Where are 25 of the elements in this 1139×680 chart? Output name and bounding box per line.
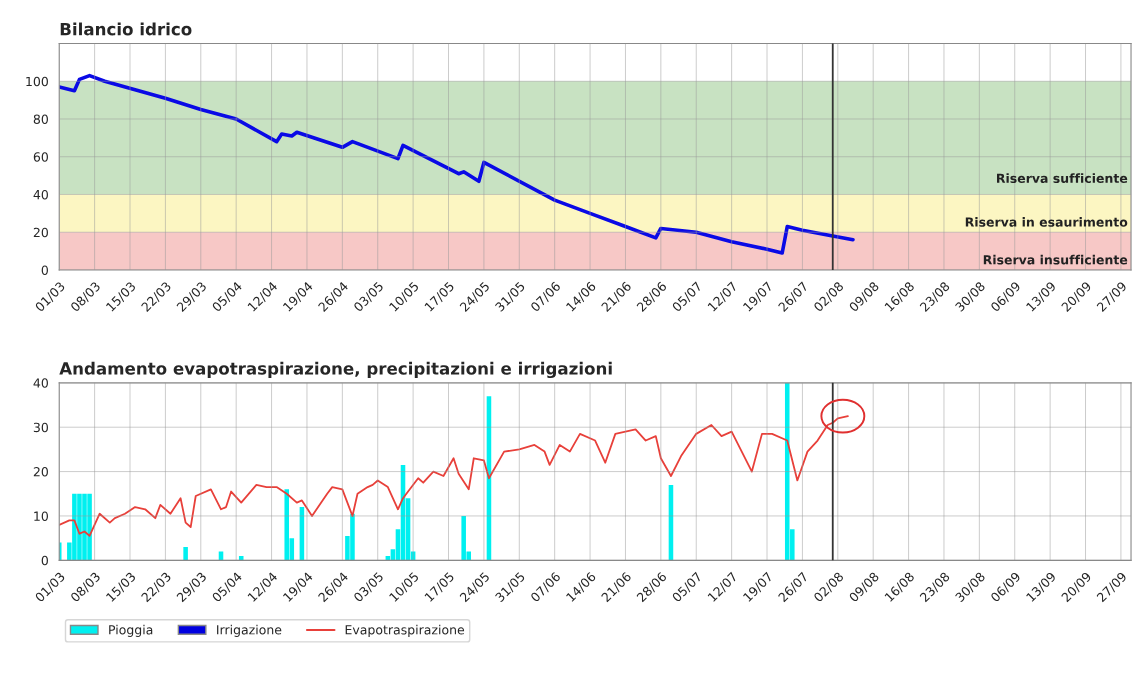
y-tick-label: 100 bbox=[26, 76, 48, 87]
y-tick-label: 60 bbox=[33, 152, 48, 162]
bar bbox=[218, 551, 224, 561]
y-tick-label: 40 bbox=[33, 378, 48, 388]
y-tick-label: 80 bbox=[33, 114, 48, 124]
band-label: Riserva insufficiente bbox=[983, 254, 1128, 265]
y-tick-label: 0 bbox=[41, 265, 48, 275]
y-tick-label: 40 bbox=[33, 189, 48, 200]
y-tick-label: 20 bbox=[33, 227, 48, 238]
legend-label: Evapotraspirazione bbox=[345, 624, 465, 637]
legend-label: Pioggia bbox=[109, 624, 153, 637]
line-series bbox=[59, 415, 849, 537]
line-series bbox=[59, 73, 855, 255]
bar bbox=[284, 489, 290, 561]
legend-label: Irrigazione bbox=[217, 624, 282, 637]
chart-title: Andamento evapotraspirazione, precipitazioni e irrigazioni bbox=[59, 361, 612, 379]
y-tick-label: 20 bbox=[33, 467, 48, 477]
y-tick-label: 10 bbox=[34, 511, 48, 521]
y-tick-label: 0 bbox=[41, 555, 48, 566]
bar bbox=[183, 547, 188, 561]
band-label: Riserva in esaurimento bbox=[965, 217, 1128, 227]
bar bbox=[238, 555, 244, 561]
band-label: Riserva sufficiente bbox=[997, 173, 1128, 183]
y-tick-label: 30 bbox=[33, 422, 48, 433]
chart-title: Bilancio idrico bbox=[60, 22, 192, 36]
